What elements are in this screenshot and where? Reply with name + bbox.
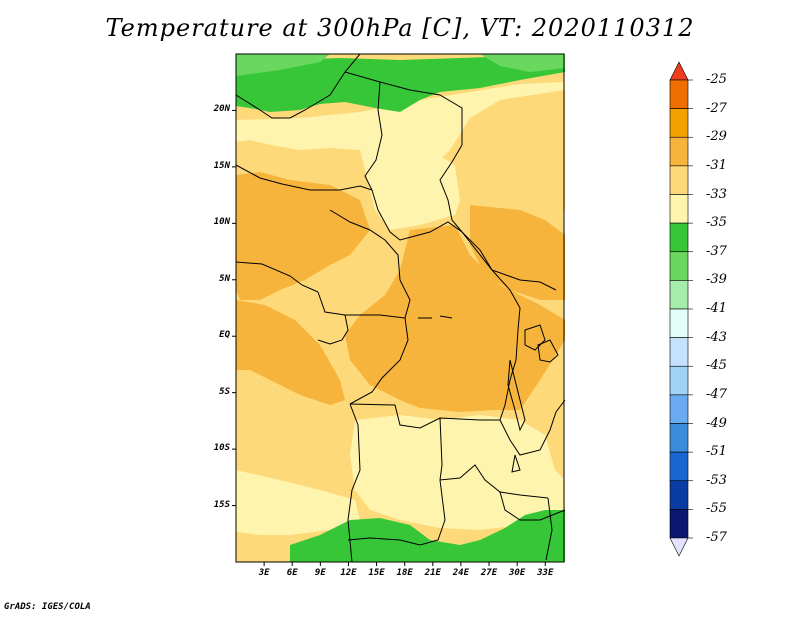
colorbar-label: -55	[706, 501, 727, 517]
lon-tick-label: 18E	[396, 568, 413, 578]
lon-tick-label: 15E	[368, 568, 385, 578]
field-tan-southwest	[236, 470, 360, 535]
field-green-south	[290, 510, 565, 562]
colorbar-swatch	[669, 509, 689, 539]
field-orange-coast	[236, 300, 345, 405]
chart-title: Temperature at 300hPa [C], VT: 202011031…	[105, 14, 695, 42]
colorbar-swatch	[669, 79, 689, 109]
temperature-field	[236, 54, 565, 562]
lat-tick-label: 20N	[213, 104, 230, 115]
grads-credit: GrADS: IGES/COLA	[4, 602, 91, 612]
colorbar-label: -39	[706, 272, 727, 288]
lon-tick-label: 9E	[314, 568, 326, 578]
field-light-green-north	[236, 54, 330, 76]
colorbar-swatch	[669, 280, 689, 310]
lon-tick-label: 6E	[286, 568, 298, 578]
lon-tick-label: 12E	[340, 568, 357, 578]
field-orange-northeast	[470, 205, 565, 300]
lat-tick-label: EQ	[219, 330, 230, 341]
axis-ticks	[232, 109, 546, 566]
field-green-north	[236, 54, 565, 112]
lon-tick-label: 21E	[424, 568, 441, 578]
field-tan-center-north	[360, 145, 460, 230]
colorbar-label: -47	[706, 386, 727, 402]
lon-tick-label: 24E	[452, 568, 470, 578]
lat-tick-label: 5S	[219, 386, 230, 397]
field-green-small-north	[480, 54, 565, 72]
colorbar-label: -51	[706, 444, 727, 460]
lon-tick-label: 3E	[258, 568, 270, 578]
colorbar-swatch	[669, 365, 689, 396]
lat-tick-label: 10N	[213, 217, 230, 228]
lon-tick-label: 33E	[537, 568, 554, 578]
colorbar-swatch	[669, 394, 689, 424]
colorbar-top-triangle	[669, 61, 689, 81]
colorbar-swatch	[669, 108, 689, 138]
map-frame	[235, 53, 565, 563]
colorbar-label: -45	[706, 358, 727, 374]
field-tan-north	[236, 82, 565, 172]
colorbar-label: -43	[706, 329, 727, 345]
colorbar-swatch	[669, 251, 689, 281]
colorbar-bottom-triangle	[669, 537, 689, 557]
lon-tick-label: 30E	[509, 568, 526, 578]
lakes	[418, 315, 559, 473]
colorbar-swatch	[669, 480, 689, 510]
lat-tick-label: 5N	[219, 273, 230, 284]
colorbar-swatch	[669, 165, 689, 195]
colorbar-swatch	[669, 451, 689, 482]
lon-tick-label: 27E	[480, 568, 498, 578]
colorbar-swatch	[669, 222, 689, 253]
colorbar-label: -29	[706, 129, 727, 145]
colorbar-label: -25	[706, 72, 727, 87]
colorbar-label: -31	[706, 157, 727, 173]
colorbar-label: -57	[706, 530, 727, 545]
country-borders	[235, 53, 566, 563]
colorbar-label: -53	[706, 472, 727, 488]
colorbar-swatch	[669, 194, 689, 224]
field-tan-south	[350, 415, 565, 530]
field-orange-west	[236, 172, 370, 300]
colorbar-swatch	[669, 337, 689, 367]
colorbar-label: -37	[706, 243, 727, 259]
colorbar-swatch	[669, 423, 689, 453]
lat-tick-label: 10S	[213, 443, 230, 454]
colorbar-label: -35	[706, 215, 727, 231]
colorbar-label: -27	[706, 100, 727, 116]
colorbar-swatch	[669, 308, 689, 338]
colorbar-label: -49	[706, 415, 727, 431]
colorbar-label: -33	[706, 186, 727, 202]
colorbar	[669, 61, 693, 557]
lat-tick-label: 15S	[213, 499, 230, 510]
colorbar-swatch	[669, 136, 689, 167]
colorbar-label: -41	[706, 301, 727, 316]
lat-tick-label: 15N	[213, 160, 230, 171]
